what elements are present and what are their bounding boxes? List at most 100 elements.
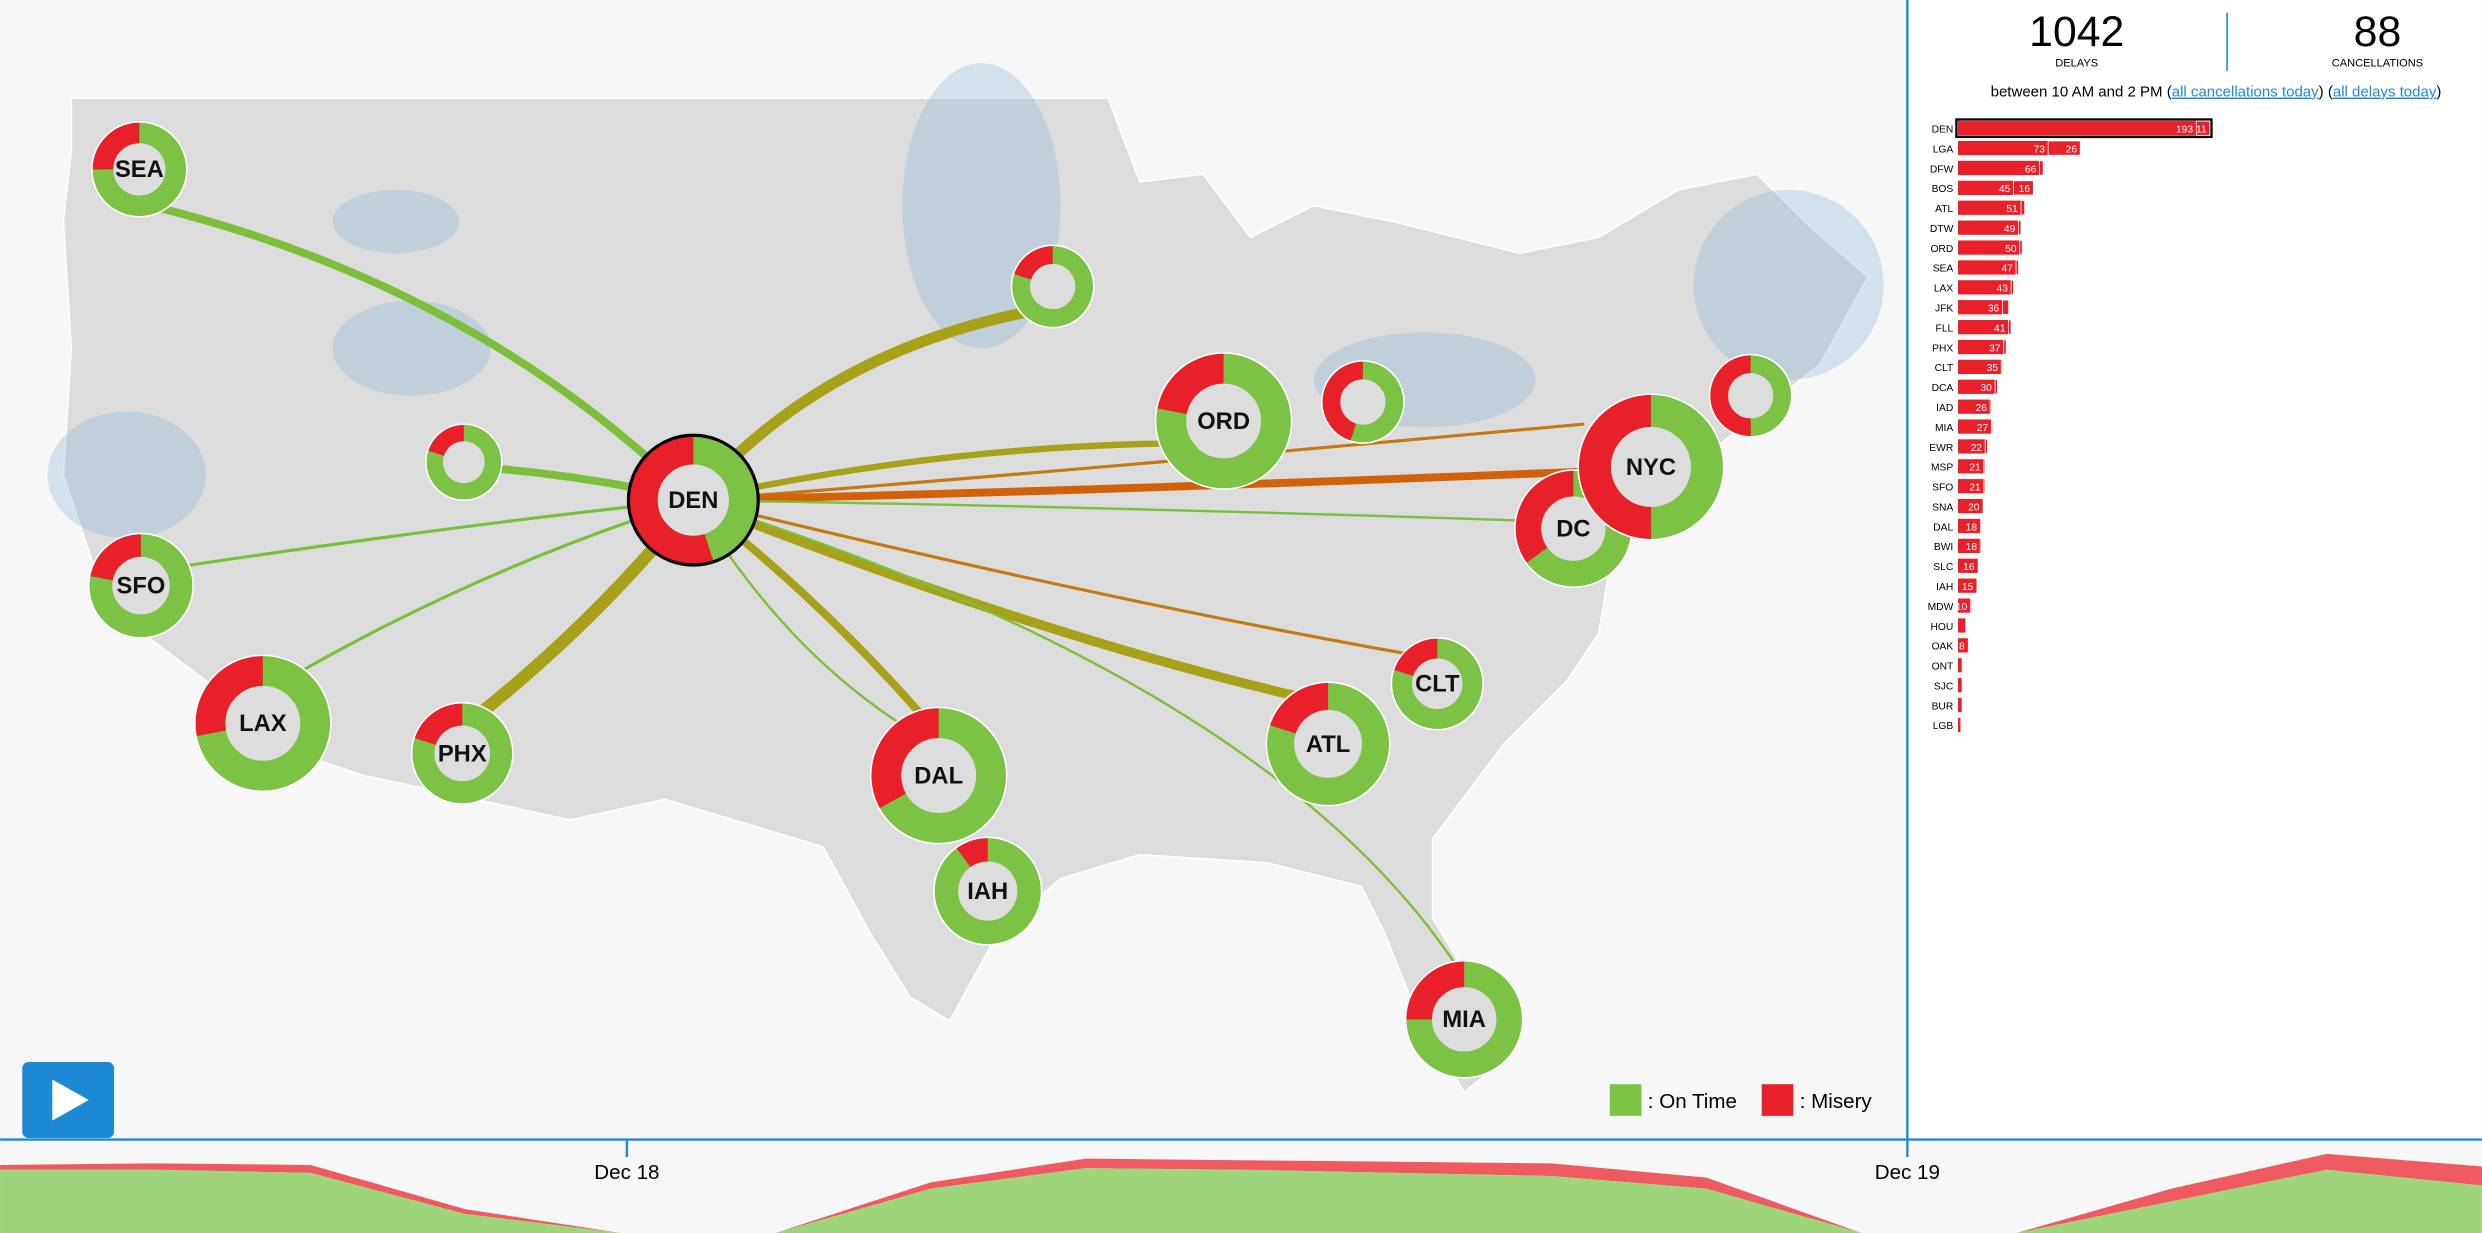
cancellation-bar	[2039, 160, 2044, 176]
donut-hole	[1412, 658, 1463, 710]
delay-bar	[1958, 240, 2020, 255]
delay-value: 27	[1977, 423, 1989, 434]
delay-bar	[1958, 518, 1981, 534]
donut-edge	[626, 433, 760, 567]
airport-label: FLL	[1936, 323, 1954, 334]
airport-label: SFO	[1932, 483, 1953, 494]
cancellation-bar	[2013, 180, 2034, 196]
misery-arc	[1266, 682, 1390, 806]
donut-hole	[112, 556, 170, 615]
window-text: ) (	[2319, 84, 2333, 101]
play-icon	[52, 1079, 89, 1121]
delay-bar	[1958, 160, 2040, 176]
delay-bar	[1958, 121, 2197, 136]
delay-bar	[1958, 379, 1996, 394]
hub-label: PHX	[438, 741, 487, 767]
on-time-ring	[411, 702, 513, 805]
misery-arc	[91, 121, 187, 217]
delay-bar	[1958, 697, 1962, 713]
airport-label: BUR	[1932, 701, 1954, 712]
airport-label: MDW	[1928, 602, 1954, 613]
delay-bar	[1958, 319, 2009, 335]
airport-label: SNA	[1932, 502, 1953, 513]
timeline: Dec 18 Dec 19	[0, 1138, 2482, 1233]
airport-label: LAX	[1934, 284, 1954, 295]
donut-hole	[901, 738, 977, 814]
delay-bar	[1958, 439, 1986, 454]
delay-bar	[1958, 260, 2017, 275]
delay-value: 8	[1959, 642, 1965, 653]
selected-outline	[1955, 118, 2213, 139]
airport-label: SEA	[1933, 264, 1954, 275]
airport-label: LGB	[1933, 721, 1954, 732]
cancellation-bar	[2047, 140, 2081, 156]
misery-arc	[1514, 470, 1632, 588]
hub: DAL	[869, 706, 1008, 845]
hub-label: SEA	[115, 157, 164, 183]
cancellation-bar	[2195, 120, 2211, 136]
delay-bar	[1958, 538, 1981, 554]
cancellations-count: 88	[2354, 8, 2402, 56]
delay-bar	[1958, 598, 1971, 613]
window-text: )	[2436, 84, 2441, 101]
donut-hole	[225, 685, 301, 761]
delay-bar	[1958, 479, 1984, 494]
donut-hole	[1186, 383, 1262, 459]
donut-hole	[434, 725, 491, 782]
delay-value: 43	[1997, 284, 2009, 295]
delays-link[interactable]: all delays today	[2333, 84, 2437, 101]
delay-value: 15	[1962, 582, 1974, 593]
delay-bar	[1958, 558, 1978, 573]
donut-edge	[87, 532, 194, 639]
delay-bar	[1958, 578, 1977, 593]
donut-edge	[869, 706, 1008, 845]
cancellation-value: 16	[2019, 184, 2031, 195]
hub-label: ORD	[1197, 409, 1250, 435]
airport-label: SJC	[1934, 681, 1954, 692]
delay-value: 20	[1968, 502, 1980, 513]
cancellation-bar	[2000, 359, 2003, 375]
hub: ORD	[1154, 352, 1293, 490]
delay-bar	[1958, 140, 2049, 156]
cancellation-bar	[2015, 259, 2019, 275]
donut-hole	[1030, 263, 1076, 310]
delay-bar	[1958, 459, 1984, 474]
on-time-area	[0, 1168, 2482, 1233]
cancellations-link[interactable]: all cancellations today	[2172, 84, 2319, 101]
misery-arc	[1011, 245, 1094, 328]
misery-arc	[1321, 360, 1405, 444]
delay-bar	[1958, 200, 2021, 215]
legend-on-time: : On Time	[1648, 1090, 1737, 1113]
misery-arc	[628, 435, 759, 566]
delays-count: 1042	[2029, 8, 2124, 56]
cancellation-bar	[1969, 598, 1972, 614]
hub: ATL	[1265, 681, 1391, 807]
donut-edge	[1577, 393, 1725, 541]
misery-arc	[1405, 960, 1523, 1078]
donut-hole	[1728, 373, 1774, 419]
airport-label: BWI	[1934, 542, 1953, 553]
hub	[1320, 360, 1405, 444]
cancellation-bar	[1994, 379, 1998, 395]
airport-label: BOS	[1932, 184, 1954, 195]
delay-value: 35	[1987, 363, 1999, 374]
cancellation-bar	[1990, 419, 1993, 435]
hub-donuts: SEA SFO LAX PHX DAL IAH ORD DC NYC CLT ATL MIA DEN	[87, 121, 1793, 1079]
delay-value: 73	[2034, 144, 2046, 155]
hub	[1010, 244, 1095, 329]
cancellation-bar	[2002, 299, 2010, 315]
delay-bar	[1958, 280, 2012, 295]
delay-bar	[1958, 399, 1991, 414]
delay-value: 18	[1966, 542, 1978, 553]
hub-label: SFO	[117, 573, 166, 599]
hub	[425, 423, 503, 501]
cancellation-value: 26	[2066, 144, 2078, 155]
donut-hole	[1294, 709, 1363, 778]
hub-label: MIA	[1442, 1007, 1486, 1033]
hub: CLT	[1390, 637, 1484, 731]
time-window: between 10 AM and 2 PM (all cancellation…	[1991, 84, 2442, 101]
delay-value: 51	[2006, 204, 2018, 215]
donut-hole	[1541, 496, 1606, 561]
airport-label: DTW	[1930, 224, 1954, 235]
